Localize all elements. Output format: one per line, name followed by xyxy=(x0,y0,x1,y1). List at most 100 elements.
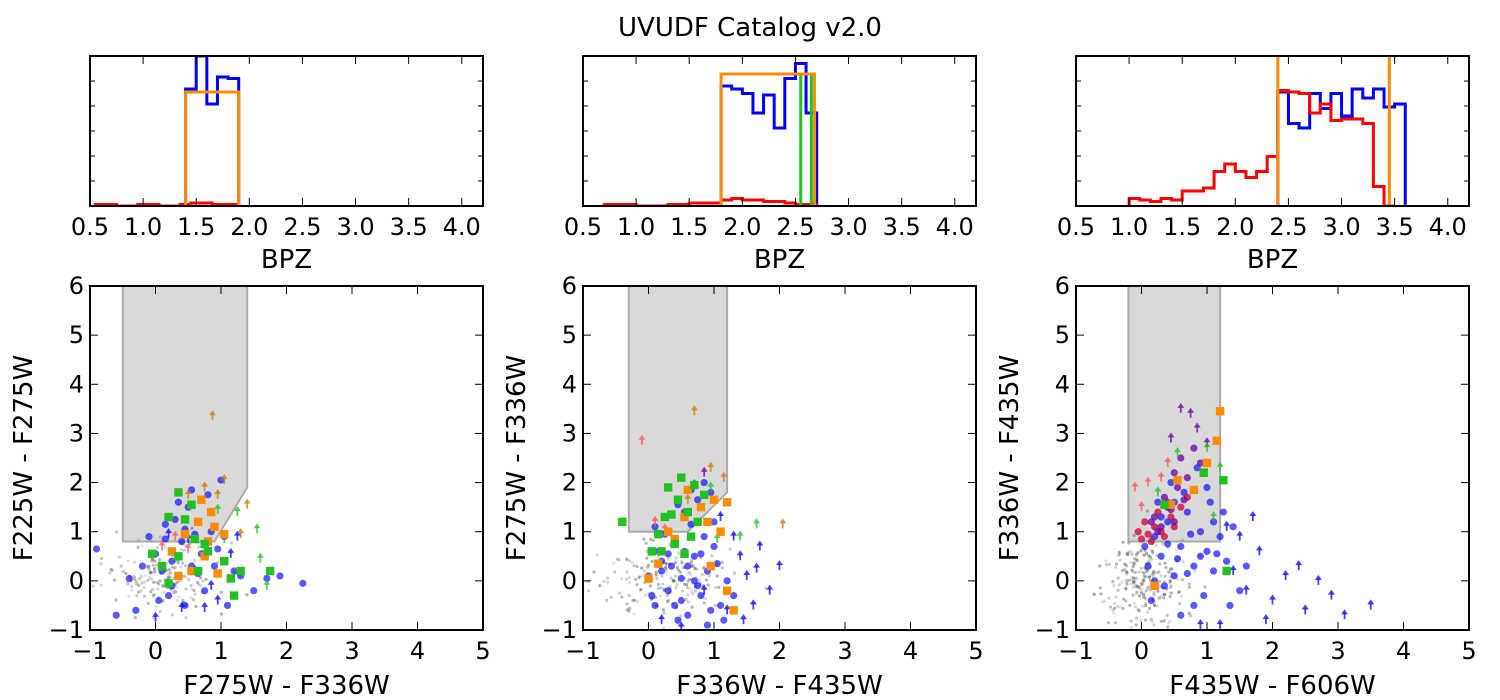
background-point xyxy=(546,610,549,613)
background-point xyxy=(1132,557,1137,561)
background-point xyxy=(1103,599,1107,603)
background-point xyxy=(1114,595,1118,599)
arrow-head xyxy=(700,466,708,472)
background-point xyxy=(167,568,171,572)
orange-arrow xyxy=(237,528,245,539)
blue-point xyxy=(1203,547,1211,555)
green-arrow xyxy=(736,530,744,541)
background-point xyxy=(1116,588,1120,592)
background-point xyxy=(1152,603,1156,607)
background-point xyxy=(189,587,194,591)
blue-point xyxy=(1209,518,1218,526)
arrow-head xyxy=(256,552,264,558)
arrow-head xyxy=(736,550,744,556)
xtick-label: 1 xyxy=(213,637,228,665)
background-point xyxy=(158,558,162,562)
background-point xyxy=(1168,579,1172,583)
background-point xyxy=(1120,580,1124,584)
green-arrow xyxy=(1210,510,1218,521)
arrow-head xyxy=(1255,545,1263,551)
blue-point xyxy=(1141,542,1149,551)
background-point xyxy=(140,544,144,548)
arrow-head xyxy=(717,510,725,516)
background-point xyxy=(173,566,177,570)
background-point xyxy=(152,595,156,599)
background-point xyxy=(615,557,619,561)
xtick-label: −1 xyxy=(1058,637,1093,665)
background-point xyxy=(627,606,632,610)
background-point xyxy=(1141,578,1146,583)
orange-arrow xyxy=(243,498,251,509)
green-square xyxy=(174,488,183,497)
background-point xyxy=(151,587,155,592)
background-point xyxy=(1162,579,1166,583)
background-point xyxy=(646,565,650,569)
background-point xyxy=(1121,597,1126,601)
blue-point xyxy=(723,577,731,585)
green-arrow xyxy=(1154,486,1162,497)
green-arrow xyxy=(214,503,222,514)
arrow-head xyxy=(756,540,764,546)
orange-square xyxy=(187,566,196,576)
blue-point xyxy=(1177,542,1185,551)
background-point xyxy=(1115,562,1119,566)
background-point xyxy=(187,578,191,582)
xtick-label: 2.0 xyxy=(723,213,761,241)
background-point xyxy=(1145,610,1150,614)
xtick-label: 2 xyxy=(279,637,294,665)
background-point xyxy=(632,563,636,568)
blue-point xyxy=(1200,592,1208,600)
blue-histogram xyxy=(1276,87,1407,206)
orange-arrow xyxy=(690,405,698,416)
background-point xyxy=(1144,588,1149,593)
background-point xyxy=(1126,552,1130,557)
background-point xyxy=(117,555,122,559)
arrow-head xyxy=(753,562,761,568)
background-point xyxy=(166,572,170,576)
background-point xyxy=(1162,596,1166,600)
panels: 0.5 1.0 1.5 2.0 2.5 3.0 3.5 4.0 BPZ 0.5 1.0 1.5 2.0 2… xyxy=(9,55,1477,700)
blue-point xyxy=(713,560,721,568)
background-point xyxy=(586,589,591,593)
background-point xyxy=(650,559,654,564)
blue-point xyxy=(1154,498,1162,506)
purple-point xyxy=(1196,459,1205,467)
blue-point xyxy=(138,562,146,570)
ytick-label: 6 xyxy=(562,272,577,300)
green-square xyxy=(1219,475,1228,485)
background-point xyxy=(620,595,624,599)
background-point xyxy=(706,583,710,587)
background-point xyxy=(199,576,203,580)
arrow-head xyxy=(766,584,774,590)
arrow-head xyxy=(1174,447,1182,453)
green-square xyxy=(618,517,627,527)
blue-arrow xyxy=(1229,565,1237,576)
background-point xyxy=(1130,570,1135,574)
red-point xyxy=(1134,528,1142,536)
background-point xyxy=(1116,576,1120,580)
background-point xyxy=(715,574,719,578)
background-point xyxy=(151,563,155,567)
blue-arrow xyxy=(717,510,725,521)
background-point xyxy=(1139,618,1143,622)
xtick-label: 2.0 xyxy=(230,213,268,241)
background-point xyxy=(130,584,134,588)
background-point xyxy=(1144,603,1148,608)
background-point xyxy=(673,578,677,583)
background-point xyxy=(1107,562,1111,567)
background-point xyxy=(1125,551,1129,555)
green-square xyxy=(174,552,183,561)
background-point xyxy=(680,559,684,564)
xtick-label: 5 xyxy=(475,637,490,665)
background-point xyxy=(135,582,139,586)
background-point xyxy=(732,571,736,575)
blue-arrow xyxy=(749,599,757,610)
green-square xyxy=(680,549,689,559)
background-point xyxy=(108,571,112,575)
xtick-label: 2 xyxy=(772,637,787,665)
background-point xyxy=(158,609,162,614)
orange-square xyxy=(210,522,219,531)
blue-point xyxy=(707,488,715,496)
background-point xyxy=(174,590,178,594)
background-point xyxy=(1130,568,1134,572)
